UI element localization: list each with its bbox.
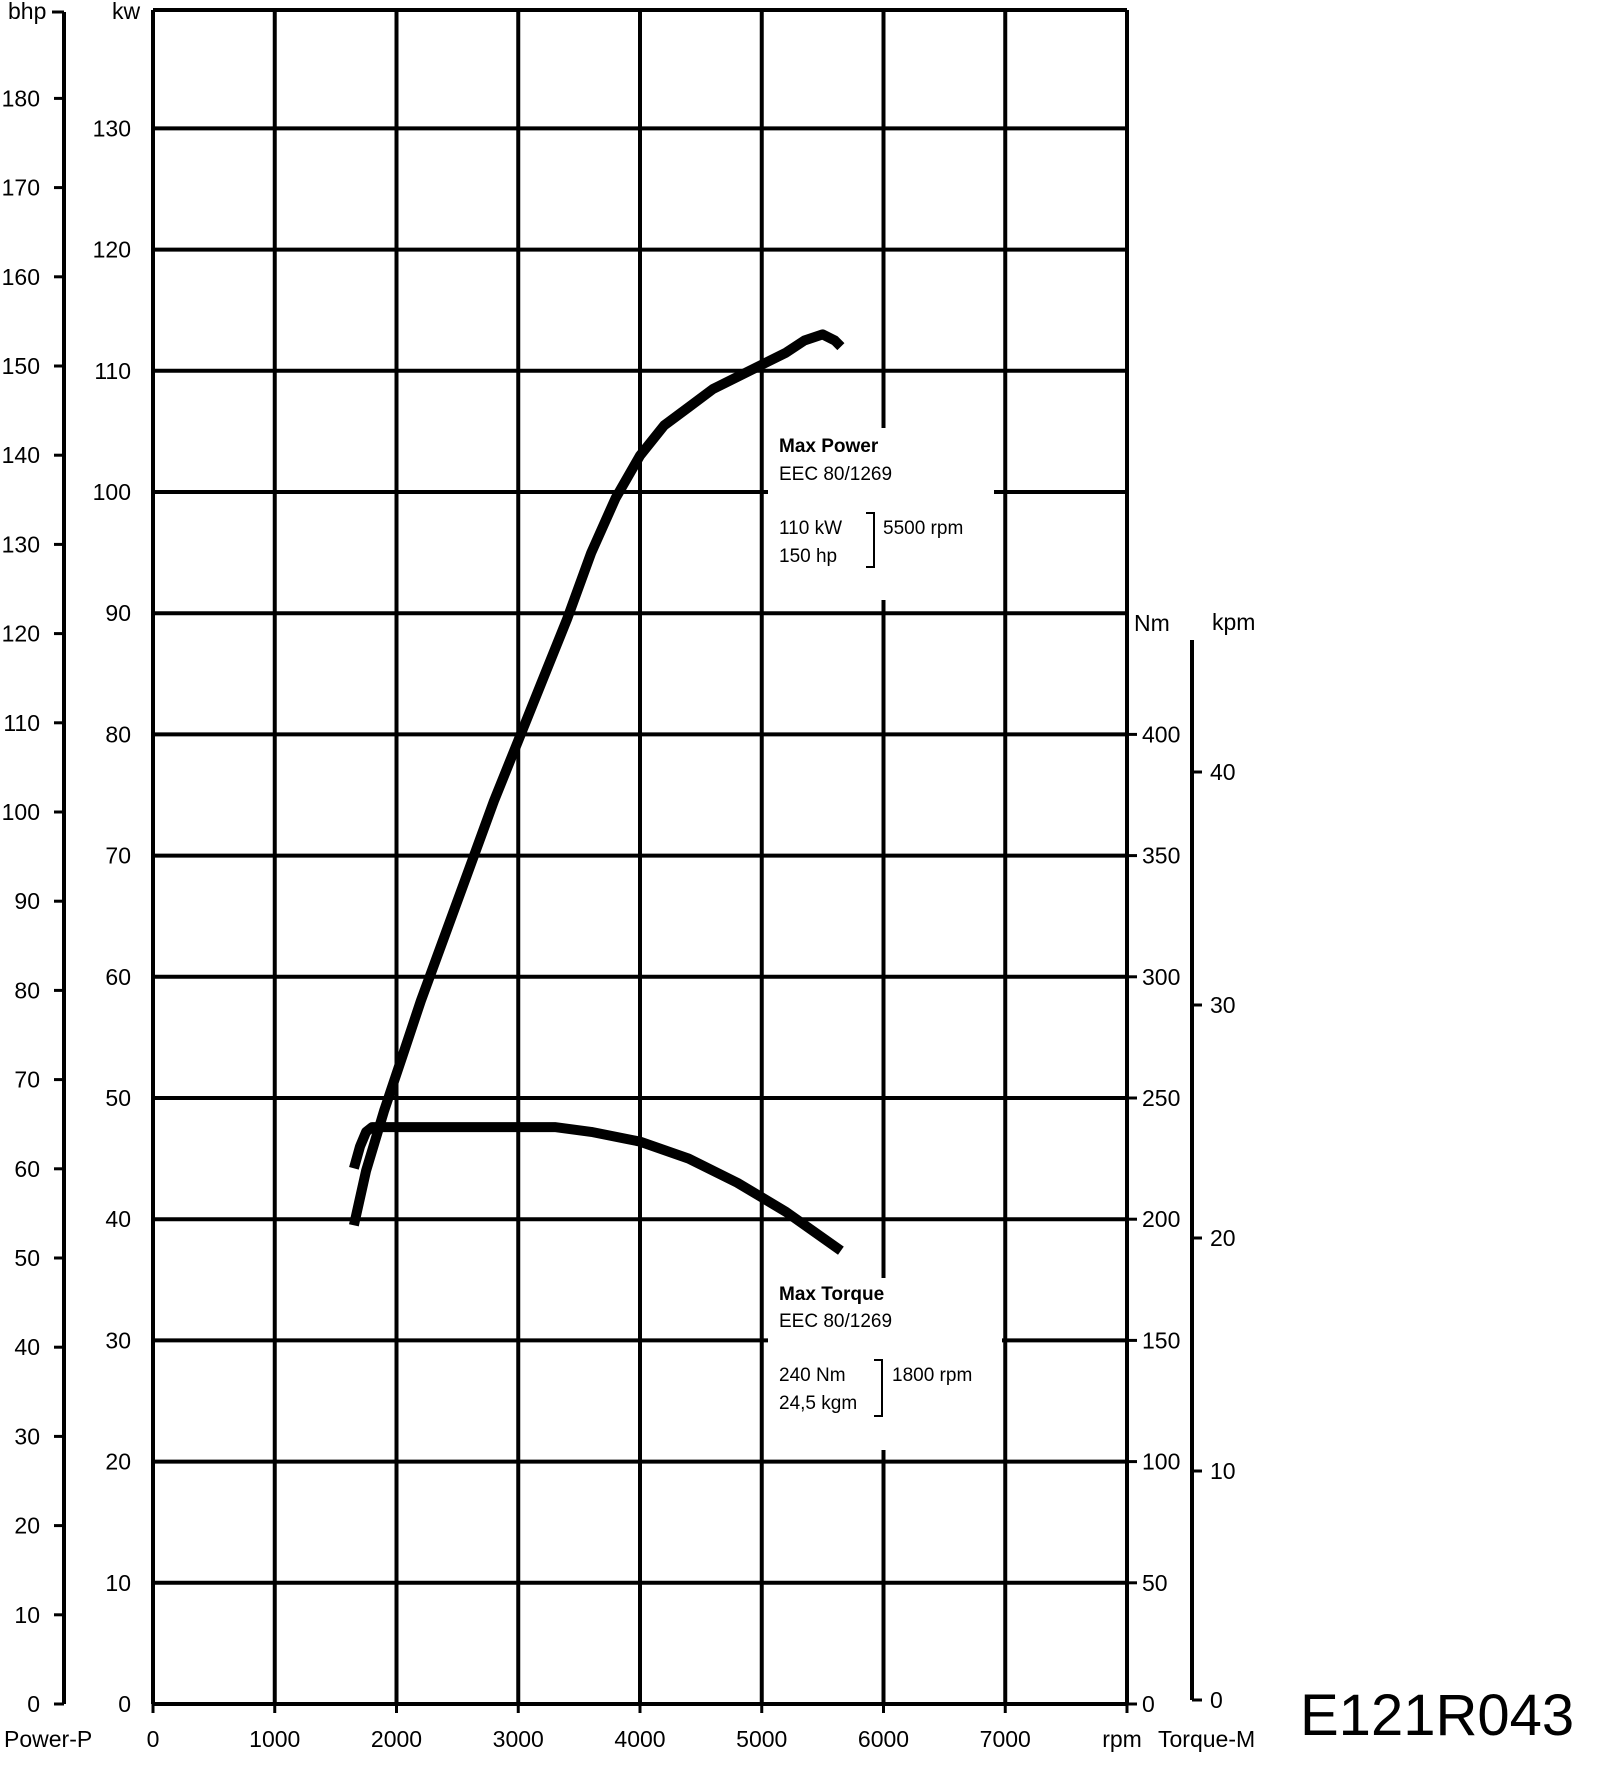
nm-tick-label-300: 300 bbox=[1142, 964, 1180, 990]
grid bbox=[151, 8, 1129, 1706]
kw-tick-label-70: 70 bbox=[105, 843, 131, 869]
kw-tick-label-130: 130 bbox=[93, 115, 131, 141]
power-axis-caption: Power-P bbox=[4, 1726, 92, 1752]
kw-tick-label-50: 50 bbox=[105, 1085, 131, 1111]
kw-tick-label-120: 120 bbox=[93, 237, 131, 263]
kw-tick-label-10: 10 bbox=[105, 1570, 131, 1596]
kpm-axis: kpm Torque-M 0 10 20 30 40 bbox=[1158, 609, 1255, 1752]
nm-tick-label-50: 50 bbox=[1142, 1570, 1168, 1596]
rpm-tick-label-6000: 6000 bbox=[858, 1726, 909, 1752]
figure-code: E121R043 bbox=[1300, 1683, 1574, 1748]
torque-annotation-bg bbox=[768, 1278, 1002, 1450]
kpm-tick-label-30: 30 bbox=[1210, 992, 1236, 1018]
max-power-bracket bbox=[866, 512, 875, 568]
bhp-axis-unit: bhp bbox=[8, 0, 46, 24]
bhp-tick-label-40: 40 bbox=[14, 1334, 40, 1360]
max-torque-annotation: Max Torque EEC 80/1269 240 Nm 24,5 kgm 1… bbox=[779, 1284, 972, 1417]
bhp-tick-label-90: 90 bbox=[14, 888, 40, 914]
max-power-kw: 110 kW bbox=[779, 518, 842, 539]
bhp-tick-label-0: 0 bbox=[27, 1691, 40, 1717]
nm-tick-label-400: 400 bbox=[1142, 721, 1180, 747]
nm-tick-label-250: 250 bbox=[1142, 1085, 1180, 1111]
bhp-tick-label-50: 50 bbox=[14, 1245, 40, 1271]
nm-tick-label-150: 150 bbox=[1142, 1327, 1180, 1353]
bhp-tick-label-130: 130 bbox=[2, 531, 40, 557]
bhp-tick-label-140: 140 bbox=[2, 442, 40, 468]
kw-tick-label-80: 80 bbox=[105, 721, 131, 747]
kpm-tick-label-0: 0 bbox=[1210, 1687, 1223, 1713]
max-power-title: Max Power bbox=[779, 436, 879, 457]
bhp-tick-label-170: 170 bbox=[2, 175, 40, 201]
nm-tick-label-200: 200 bbox=[1142, 1206, 1180, 1232]
max-torque-nm: 240 Nm bbox=[779, 1365, 846, 1386]
bhp-tick-label-10: 10 bbox=[14, 1602, 40, 1628]
kw-tick-label-60: 60 bbox=[105, 964, 131, 990]
kw-tick-label-20: 20 bbox=[105, 1449, 131, 1475]
kw-tick-label-100: 100 bbox=[93, 479, 131, 505]
nm-axis: Nm 0 50 100 150 200 250 300 350 400 bbox=[1127, 610, 1180, 1717]
rpm-tick-label-7000: 7000 bbox=[980, 1726, 1031, 1752]
kw-tick-label-0: 0 bbox=[118, 1691, 131, 1717]
torque-axis-caption: Torque-M bbox=[1158, 1726, 1255, 1752]
torque-curve bbox=[349, 1122, 844, 1255]
rpm-tick-label-5000: 5000 bbox=[736, 1726, 787, 1752]
max-torque-standard: EEC 80/1269 bbox=[779, 1311, 892, 1332]
max-torque-rpm: 1800 rpm bbox=[892, 1365, 972, 1386]
bhp-axis: bhp Power-P 0 10 20 30 40 50 60 70 80 90 100 110 120… bbox=[2, 0, 93, 1752]
bhp-tick-label-60: 60 bbox=[14, 1156, 40, 1182]
bhp-tick-label-20: 20 bbox=[14, 1513, 40, 1539]
max-power-rpm: 5500 rpm bbox=[883, 518, 963, 539]
rpm-tick-label-1000: 1000 bbox=[249, 1726, 300, 1752]
nm-axis-unit: Nm bbox=[1134, 610, 1170, 636]
bhp-tick-label-150: 150 bbox=[2, 353, 40, 379]
kpm-tick-label-20: 20 bbox=[1210, 1225, 1236, 1251]
bhp-tick-label-80: 80 bbox=[14, 977, 40, 1003]
kpm-tick-label-10: 10 bbox=[1210, 1458, 1236, 1484]
bhp-tick-label-70: 70 bbox=[14, 1067, 40, 1093]
max-power-standard: EEC 80/1269 bbox=[779, 464, 892, 485]
power-annotation-bg bbox=[768, 428, 994, 600]
max-torque-bracket bbox=[874, 1359, 883, 1417]
kw-axis-unit: kw bbox=[112, 0, 141, 24]
nm-tick-label-0: 0 bbox=[1142, 1691, 1155, 1717]
kw-tick-label-110: 110 bbox=[94, 358, 131, 384]
kw-tick-label-90: 90 bbox=[105, 600, 131, 626]
bhp-tick-label-110: 110 bbox=[3, 710, 40, 736]
bhp-tick-label-160: 160 bbox=[2, 264, 40, 290]
max-torque-title: Max Torque bbox=[779, 1284, 884, 1305]
bhp-tick-label-30: 30 bbox=[14, 1423, 40, 1449]
bhp-tick-label-100: 100 bbox=[2, 799, 40, 825]
max-power-hp: 150 hp bbox=[779, 546, 837, 567]
bhp-tick-label-120: 120 bbox=[2, 621, 40, 647]
rpm-tick-label-3000: 3000 bbox=[493, 1726, 544, 1752]
power-curve bbox=[349, 329, 845, 1227]
rpm-tick-label-4000: 4000 bbox=[614, 1726, 665, 1752]
max-power-annotation: Max Power EEC 80/1269 110 kW 150 hp 5500… bbox=[779, 436, 963, 568]
rpm-axis-label: rpm bbox=[1102, 1726, 1142, 1752]
series bbox=[349, 329, 845, 1255]
max-torque-kgm: 24,5 kgm bbox=[779, 1393, 857, 1414]
kw-tick-label-40: 40 bbox=[105, 1206, 131, 1232]
rpm-axis: rpm 0 1000 2000 3000 4000 5000 6000 7000 bbox=[147, 1704, 1142, 1752]
bhp-tick-label-180: 180 bbox=[2, 85, 40, 111]
kpm-tick-label-40: 40 bbox=[1210, 759, 1236, 785]
nm-tick-label-350: 350 bbox=[1142, 843, 1180, 869]
rpm-tick-label-0: 0 bbox=[147, 1726, 160, 1752]
kw-axis: kw 0 10 20 30 40 50 60 70 80 90 100 110 120 130 bbox=[93, 0, 141, 1717]
rpm-tick-label-2000: 2000 bbox=[371, 1726, 422, 1752]
kpm-axis-unit: kpm bbox=[1212, 609, 1255, 635]
nm-tick-label-100: 100 bbox=[1142, 1449, 1180, 1475]
kw-tick-label-30: 30 bbox=[105, 1327, 131, 1353]
